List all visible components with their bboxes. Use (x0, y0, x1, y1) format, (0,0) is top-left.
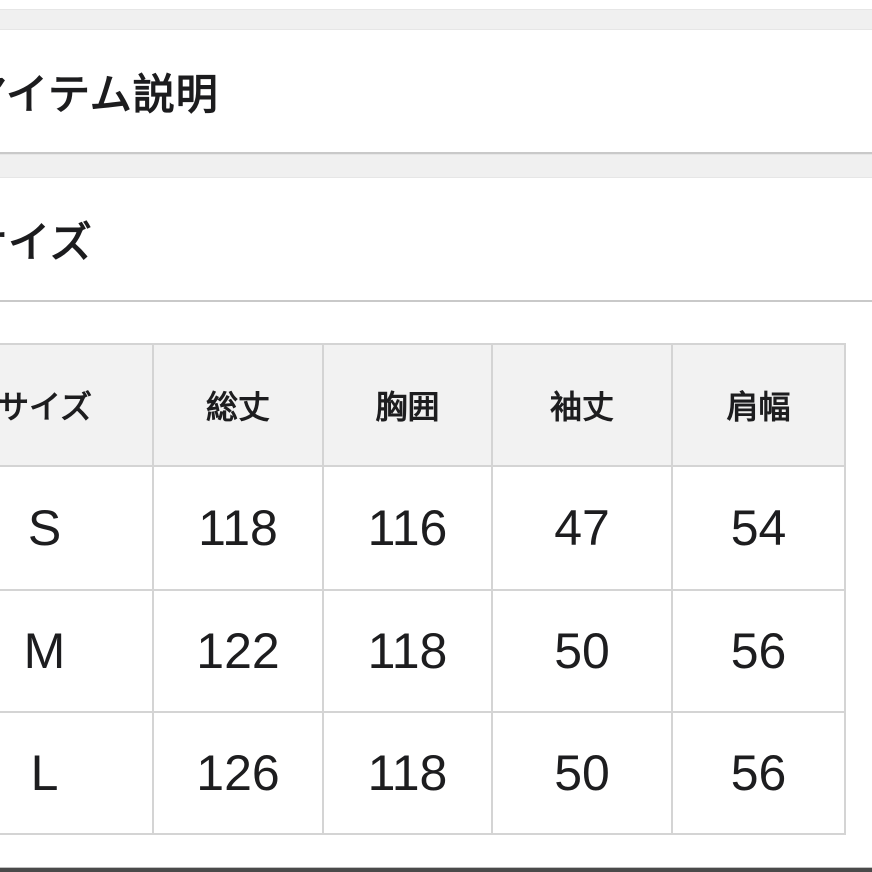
cell-value: 54 (671, 465, 846, 591)
header-cell-sleeve-length: 袖丈 (491, 343, 673, 467)
header-cell-size: サイズ (0, 343, 154, 467)
item-description-title: アイテム説明 (0, 70, 219, 118)
cell-size-label: L (0, 711, 154, 835)
cell-value: 56 (671, 711, 846, 835)
cell-value: 118 (152, 465, 324, 591)
cell-value: 116 (322, 465, 493, 591)
cell-value: 126 (152, 711, 324, 835)
footer-bar (0, 867, 872, 872)
cell-value: 122 (152, 589, 324, 713)
previous-card-bottom (0, 0, 872, 9)
table-row-l: L 126 118 50 56 (0, 711, 846, 835)
cell-value: 50 (491, 589, 673, 713)
size-table-header-row: サイズ 総丈 胸囲 袖丈 肩幅 (0, 343, 846, 467)
cell-value: 56 (671, 589, 846, 713)
cell-value: 47 (491, 465, 673, 591)
size-section-header: サイズ (0, 178, 872, 302)
spacer (0, 302, 872, 343)
table-row-s: S 118 116 47 54 (0, 465, 846, 591)
size-table: サイズ 総丈 胸囲 袖丈 肩幅 S 118 116 47 54 M 122 (0, 343, 846, 835)
size-section-title: サイズ (0, 218, 93, 266)
table-row-m: M 122 118 50 56 (0, 589, 846, 713)
header-cell-shoulder-width: 肩幅 (671, 343, 846, 467)
page-background-gap (0, 154, 872, 178)
cell-value: 50 (491, 711, 673, 835)
cell-size-label: M (0, 589, 154, 713)
cell-size-label: S (0, 465, 154, 591)
header-cell-chest: 胸囲 (322, 343, 493, 467)
page-background-gap (0, 9, 872, 30)
cell-value: 118 (322, 711, 493, 835)
cell-value: 118 (322, 589, 493, 713)
item-description-section: アイテム説明 (0, 30, 872, 154)
bottom-whitespace (0, 835, 872, 867)
header-cell-total-length: 総丈 (152, 343, 324, 467)
